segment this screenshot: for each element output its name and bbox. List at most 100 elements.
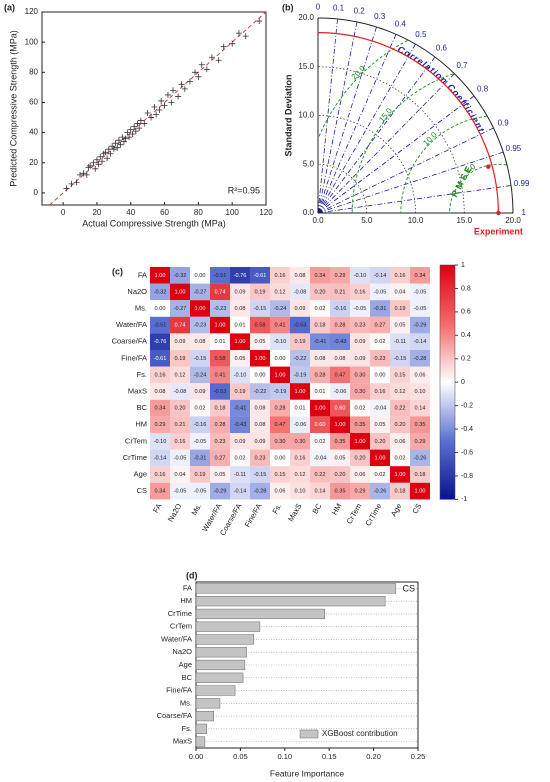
point xyxy=(124,129,131,136)
cell-label: 0.22 xyxy=(395,406,406,412)
cell-label: -0.15 xyxy=(194,356,207,362)
cell-label: -0.04 xyxy=(314,455,327,461)
cell-label: 1.00 xyxy=(235,339,246,345)
point xyxy=(137,117,144,124)
point xyxy=(151,103,158,110)
y-tick-label: BC xyxy=(182,673,193,682)
cell xyxy=(410,283,430,301)
col-label: Na2O xyxy=(166,502,184,524)
x-tick-label: 80 xyxy=(194,208,203,217)
cell xyxy=(210,267,230,284)
corr-tick-label: 0.4 xyxy=(395,20,407,29)
y-tick-label: 60 xyxy=(29,98,38,107)
point xyxy=(105,146,112,153)
cell xyxy=(410,399,430,417)
cell-label: -0.04 xyxy=(374,406,387,412)
point xyxy=(100,150,107,157)
bar xyxy=(195,583,397,594)
cell-label: 0.12 xyxy=(395,389,406,395)
cell xyxy=(230,300,250,317)
cell xyxy=(310,383,330,400)
colorbar-tick-label: 0.8 xyxy=(461,285,471,292)
y-tick-label: 5.0 xyxy=(303,159,315,168)
cell-label: 0.09 xyxy=(235,289,246,295)
cell-label: 0.23 xyxy=(375,356,386,362)
cell xyxy=(310,316,330,334)
cell-label: 0.23 xyxy=(355,323,366,329)
cell xyxy=(310,433,330,450)
cell-label: 0.16 xyxy=(375,389,386,395)
cell xyxy=(250,416,270,433)
corr-tick-label: 0.1 xyxy=(333,3,345,12)
x-tick-label: 0.10 xyxy=(277,752,292,761)
cell-label: -0.14 xyxy=(374,273,387,279)
cell-label: 0.09 xyxy=(235,439,246,445)
point xyxy=(127,126,134,133)
point xyxy=(168,99,175,106)
cell-label: -0.05 xyxy=(374,289,387,295)
corr-tick-label: 0.6 xyxy=(436,44,448,53)
y-tick-label: 15.0 xyxy=(298,62,314,71)
cell xyxy=(230,333,250,350)
col-label: CrTime xyxy=(364,502,384,528)
cell-label: -0.29 xyxy=(214,489,227,495)
cell xyxy=(250,316,270,334)
rmse-arc xyxy=(317,40,408,139)
cell-label: 0.06 xyxy=(415,372,426,378)
cell xyxy=(390,283,410,301)
cell-label: -0.08 xyxy=(294,289,307,295)
x-tick-label: 5.0 xyxy=(361,216,373,225)
cell-label: 1.00 xyxy=(215,323,226,329)
cell xyxy=(330,383,350,400)
point xyxy=(198,61,205,68)
cell-label: 0.01 xyxy=(235,323,246,329)
cell xyxy=(350,316,370,334)
cell-label: 0.05 xyxy=(255,339,266,345)
row-label: Fine/FA xyxy=(121,353,147,362)
corr-line xyxy=(317,21,358,214)
corr-tick-label: 0 xyxy=(316,2,321,11)
cell xyxy=(370,416,390,433)
cell xyxy=(230,449,250,467)
cell-label: 0.23 xyxy=(215,439,226,445)
cell xyxy=(190,350,210,367)
bar xyxy=(195,596,386,607)
cell-label: -0.06 xyxy=(334,389,347,395)
cell-label: 0.16 xyxy=(155,472,166,478)
cell xyxy=(250,466,270,483)
cell-label: 0.00 xyxy=(275,455,286,461)
cell xyxy=(390,433,410,450)
rmse-arc xyxy=(400,115,487,214)
cell xyxy=(210,433,230,450)
cell xyxy=(310,449,330,467)
point xyxy=(242,33,249,40)
point xyxy=(95,161,102,168)
cell-label: 0.30 xyxy=(295,439,306,445)
cell xyxy=(270,283,290,301)
cell-label: 0.19 xyxy=(175,356,186,362)
cell-label: 0.05 xyxy=(375,422,386,428)
cell-label: 0.14 xyxy=(315,489,326,495)
cell xyxy=(190,466,210,483)
cell-label: 1.00 xyxy=(295,389,306,395)
colorbar-tick-label: 0 xyxy=(461,379,465,386)
cell xyxy=(390,466,410,483)
cell-label: 0.00 xyxy=(155,306,166,312)
row-label: Fs. xyxy=(137,370,147,379)
row-label: Na2O xyxy=(127,287,147,296)
corr-line xyxy=(317,18,338,214)
cell xyxy=(350,267,370,284)
row-label: CrTime xyxy=(123,453,147,462)
cell-label: -0.05 xyxy=(414,289,427,295)
corr-tick-label: 0.7 xyxy=(456,61,468,70)
cell-label: 0.34 xyxy=(315,273,326,279)
cell xyxy=(290,283,310,301)
cell-label: 0.14 xyxy=(415,406,426,412)
cell xyxy=(170,333,190,350)
x-tick-label: 0.0 xyxy=(312,216,324,225)
col-label: HM xyxy=(330,502,344,517)
cell-label: 0.05 xyxy=(335,455,346,461)
legend-label: XGBoost contribution xyxy=(322,729,398,738)
cell xyxy=(350,350,370,367)
